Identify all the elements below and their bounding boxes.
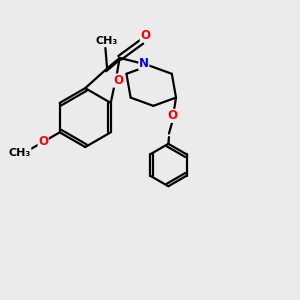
- Text: O: O: [140, 29, 150, 42]
- Text: O: O: [167, 109, 178, 122]
- Text: O: O: [38, 135, 48, 148]
- Text: CH₃: CH₃: [9, 148, 31, 158]
- Text: CH₃: CH₃: [96, 36, 118, 46]
- Text: N: N: [139, 57, 149, 70]
- Text: O: O: [113, 74, 123, 87]
